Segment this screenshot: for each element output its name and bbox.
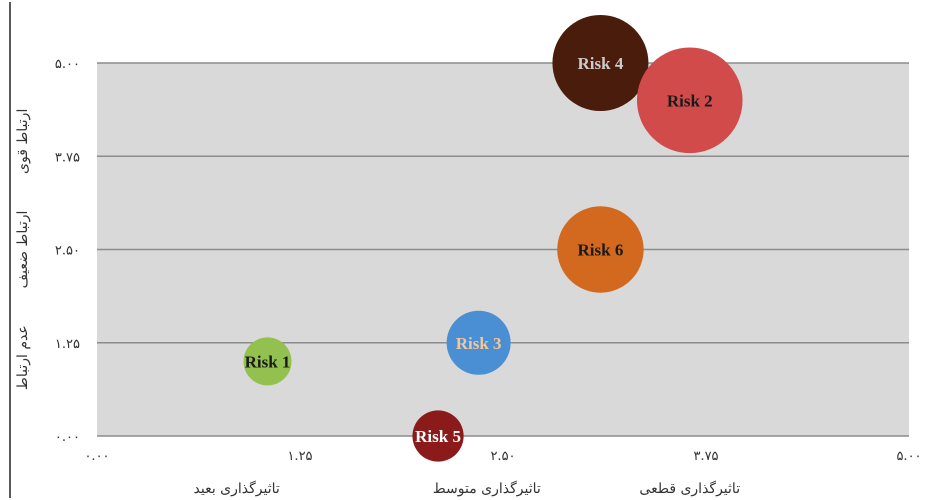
x-tick-label: ۳.۷۵ bbox=[693, 449, 718, 464]
y-category-label: ارتباط قوی bbox=[15, 109, 31, 174]
bubble-label: Risk 2 bbox=[667, 91, 713, 110]
bubble-risk-6 bbox=[557, 206, 644, 293]
bubble-label: Risk 1 bbox=[245, 352, 291, 371]
x-tick-label: ۱.۲۵ bbox=[287, 449, 312, 464]
y-tick-labels: ۰.۰۰ ۱.۲۵ ۲.۵۰ ۳.۷۵ ۵.۰۰ bbox=[55, 57, 80, 445]
x-category-label: تاثیرگذاری بعید bbox=[194, 480, 280, 497]
y-tick-label: ۱.۲۵ bbox=[55, 337, 80, 352]
y-tick-label: ۰.۰۰ bbox=[55, 430, 80, 445]
bubble-risk-4 bbox=[552, 15, 649, 111]
y-tick-label: ۵.۰۰ bbox=[55, 57, 80, 72]
bubble-label: Risk 5 bbox=[415, 427, 461, 446]
bubble-label: Risk 4 bbox=[578, 54, 624, 73]
x-tick-label: ۲.۵۰ bbox=[490, 449, 515, 464]
bubble-risk-1 bbox=[243, 337, 292, 386]
bubble-risk-3 bbox=[446, 310, 511, 375]
bubble-risk-2 bbox=[636, 47, 743, 154]
bubbles: Risk 1 Risk 3 Risk 5 Risk 6 Risk 4 Risk 2 bbox=[243, 15, 743, 462]
y-category-label: ارتباط ضعیف bbox=[15, 211, 31, 289]
y-tick-label: ۳.۷۵ bbox=[55, 150, 80, 165]
x-tick-label: ۰.۰۰ bbox=[84, 449, 109, 464]
x-category-label: تاثیرگذاری متوسط bbox=[433, 480, 541, 497]
y-category-label: عدم ارتباط bbox=[15, 325, 31, 390]
x-category-labels: تاثیرگذاری بعید تاثیرگذاری متوسط تاثیرگذار… bbox=[194, 480, 741, 497]
bubble-label: Risk 3 bbox=[456, 334, 502, 353]
y-category-labels: عدم ارتباط ارتباط ضعیف ارتباط قوی bbox=[15, 109, 31, 390]
x-tick-label: ۵.۰۰ bbox=[896, 449, 921, 464]
bubble-label: Risk 6 bbox=[578, 241, 624, 260]
x-category-label: تاثیرگذاری قطعی bbox=[639, 480, 740, 497]
x-tick-labels: ۰.۰۰ ۱.۲۵ ۲.۵۰ ۳.۷۵ ۵.۰۰ bbox=[84, 449, 921, 464]
bubble-risk-5 bbox=[412, 410, 464, 462]
y-tick-label: ۲.۵۰ bbox=[55, 244, 80, 259]
